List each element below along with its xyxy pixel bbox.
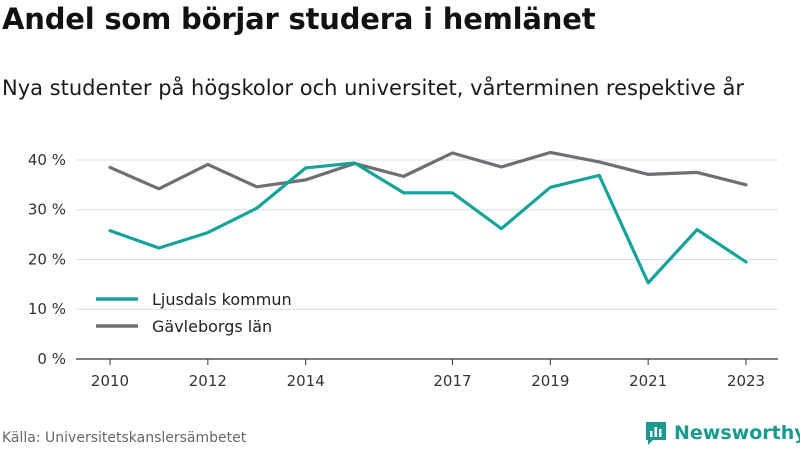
chart-subtitle: Nya studenter på högskolor och universit…: [2, 76, 744, 100]
y-tick-label: 30 %: [28, 201, 66, 219]
chart-title: Andel som börjar studera i hemlänet: [2, 2, 596, 36]
x-tick-label: 2023: [727, 372, 765, 390]
x-tick-label: 2014: [287, 372, 325, 390]
y-tick-label: 10 %: [28, 300, 66, 318]
series-line-2: [108, 150, 748, 191]
legend-label: Ljusdals kommun: [152, 290, 292, 309]
y-tick-label: 40 %: [28, 151, 66, 169]
newsworthy-logo-icon: [646, 422, 666, 445]
legend-label: Gävleborgs län: [152, 317, 272, 336]
x-tick-label: 2017: [433, 372, 471, 390]
x-tick-label: 2010: [91, 372, 129, 390]
y-tick-label: 0 %: [37, 350, 66, 368]
brand-logo: Newsworthy: [644, 420, 800, 446]
x-tick-label: 2012: [189, 372, 227, 390]
y-tick-label: 20 %: [28, 250, 66, 268]
x-tick-label: 2019: [531, 372, 569, 390]
x-tick-label: 2021: [629, 372, 667, 390]
brand-name: Newsworthy: [674, 422, 800, 444]
series-line-1: [108, 161, 748, 285]
source-note: Källa: Universitetskanslersämbetet: [2, 430, 247, 446]
